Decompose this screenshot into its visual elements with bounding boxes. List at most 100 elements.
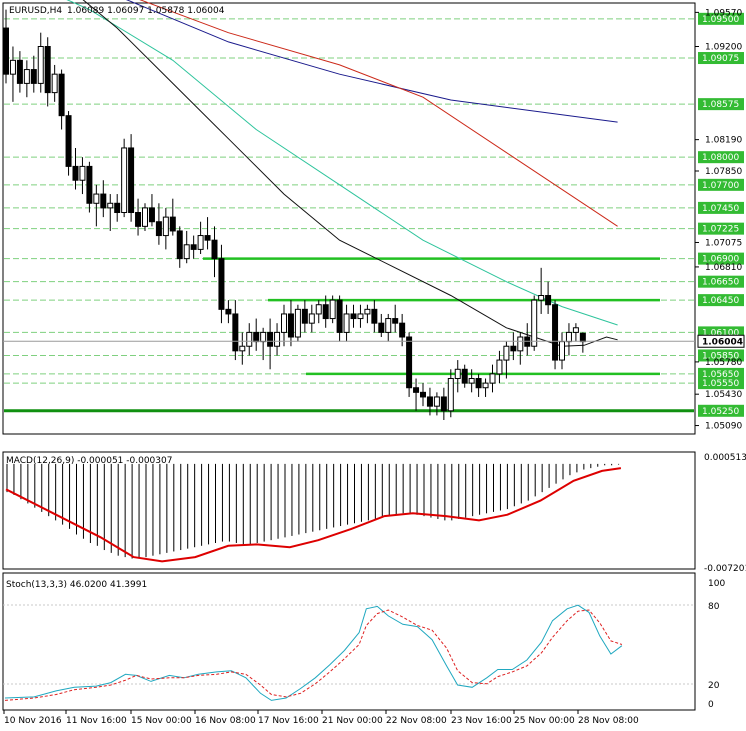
candle-body — [58, 73, 65, 117]
candle-body — [413, 387, 420, 393]
level-label-box — [698, 349, 744, 362]
candle-body — [294, 308, 301, 338]
candle-body — [440, 396, 447, 412]
candle-body — [204, 235, 211, 241]
time-tick-label: 23 Nov 16:00 — [451, 716, 512, 726]
level-label-box — [698, 404, 744, 417]
candle-body — [357, 313, 364, 320]
candle-body — [579, 332, 586, 343]
moving-average-line — [139, 0, 618, 227]
candle-body — [3, 27, 9, 75]
macd-signal-line — [5, 467, 622, 563]
price-tick-label: 1.09200 — [705, 43, 742, 53]
candle-body — [510, 345, 517, 352]
level-label-box — [698, 294, 744, 307]
candle-body — [343, 313, 350, 333]
level-label: 1.06100 — [702, 328, 739, 338]
macd-tick: -0.007201 — [704, 564, 746, 574]
candle-body — [232, 313, 239, 352]
candle-body — [406, 336, 413, 389]
chart-title: EURUSD,H4 — [9, 6, 62, 16]
candle-body — [350, 313, 357, 320]
candle-body — [121, 147, 128, 214]
candle-body — [65, 115, 72, 167]
candle-body — [378, 322, 385, 333]
stochastic-lines — [4, 604, 623, 701]
level-label-box — [698, 12, 744, 25]
candle-body — [274, 331, 281, 347]
price-tick-label: 1.05430 — [705, 390, 742, 400]
candle-body — [496, 359, 503, 375]
candle-body — [287, 313, 294, 338]
level-label: 1.08000 — [702, 153, 739, 163]
level-label-box — [698, 178, 744, 191]
level-label: 1.09500 — [702, 15, 739, 25]
minor-levels: 1.09500 1.09075 1.08575 1.08000 1.07700 1.074… — [4, 12, 744, 417]
candle-body — [135, 212, 142, 227]
time-tick-label: 10 Nov 2016 — [4, 716, 62, 726]
candle-body — [86, 165, 93, 204]
candle-body — [176, 230, 183, 260]
level-label-box — [698, 151, 744, 164]
candle-body — [315, 304, 322, 315]
candle-body — [308, 313, 315, 324]
candle-body — [447, 378, 454, 412]
time-tick-label: 28 Nov 08:00 — [578, 716, 639, 726]
price-tick-label: 1.08190 — [705, 136, 742, 146]
candle-body — [218, 258, 225, 310]
candle-body — [420, 391, 426, 398]
candle-body — [426, 396, 433, 407]
candle-body — [211, 239, 218, 260]
price-tick-label: 1.07850 — [705, 167, 742, 177]
candle-body — [461, 368, 468, 384]
time-tick-label: 21 Nov 00:00 — [322, 716, 383, 726]
candle-body — [190, 244, 197, 250]
stoch-tick: 0 — [708, 700, 714, 710]
candle-body — [114, 202, 121, 214]
candle-body — [538, 295, 545, 301]
candle-body — [545, 295, 552, 306]
candle-body — [489, 373, 496, 384]
candle-body — [225, 308, 232, 315]
candle-body — [322, 304, 329, 320]
stoch-signal-line — [4, 609, 623, 701]
macd-signal-path — [5, 467, 622, 563]
candle-body — [9, 59, 16, 75]
candle-body — [155, 221, 162, 237]
stochastic-panel[interactable]: Stoch(13,3,3) 46.0200 41.3991 100 80 20 … — [2, 572, 725, 711]
candle-body — [392, 318, 399, 324]
candle-body — [253, 331, 260, 343]
candle-body — [572, 327, 579, 333]
candle-body — [475, 378, 482, 389]
candle-body — [482, 382, 489, 389]
macd-label: MACD(12,26,9) -0.000051 -0.000307 — [6, 456, 172, 466]
candle-body — [385, 318, 392, 333]
price-panel[interactable]: 1.09500 1.09075 1.08575 1.08000 1.07700 1.074… — [2, 0, 745, 435]
level-label-box — [698, 98, 744, 111]
level-label: 1.05550 — [702, 379, 739, 389]
stochastic-panel-frame — [2, 572, 696, 711]
level-label: 1.05850 — [702, 351, 739, 361]
level-label-box — [698, 222, 744, 235]
level-label-box — [698, 52, 744, 65]
level-label: 1.07225 — [702, 225, 739, 235]
candle-body — [371, 308, 378, 324]
level-label: 1.07700 — [702, 181, 739, 191]
candle-body — [142, 207, 148, 227]
time-tick-label: 17 Nov 16:00 — [258, 716, 319, 726]
moving-average-line — [126, 0, 618, 123]
current-price-label: 1.06004 — [702, 337, 743, 347]
candle-body — [107, 202, 114, 209]
candle-body — [128, 147, 135, 214]
candle-body — [503, 345, 510, 361]
stoch-tick: 80 — [708, 602, 720, 612]
candle-body — [197, 235, 204, 250]
candle-body — [552, 304, 559, 361]
candles — [3, 9, 586, 421]
candle-body — [559, 341, 565, 361]
level-label: 1.08575 — [702, 100, 739, 110]
candle-body — [301, 308, 308, 324]
candle-body — [454, 368, 461, 380]
candle-body — [531, 299, 538, 347]
macd-panel[interactable]: MACD(12,26,9) -0.000051 -0.000307 0.0005… — [2, 451, 746, 574]
